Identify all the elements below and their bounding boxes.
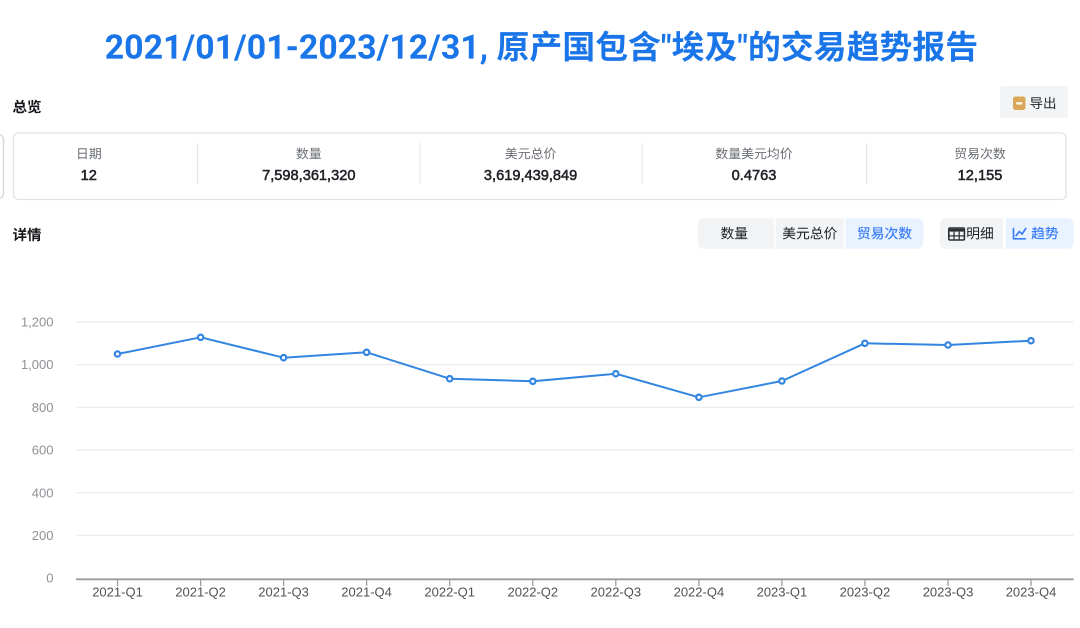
svg-text:2023-Q4: 2023-Q4 [1006, 585, 1057, 600]
svg-text:2021-Q4: 2021-Q4 [341, 585, 392, 600]
svg-text:800: 800 [32, 400, 54, 415]
svg-text:2021-Q1: 2021-Q1 [92, 585, 143, 600]
svg-text:2023-Q2: 2023-Q2 [840, 585, 891, 600]
svg-text:1,000: 1,000 [21, 357, 54, 372]
svg-text:2021-Q3: 2021-Q3 [258, 585, 309, 600]
svg-text:0.4763: 0.4763 [732, 168, 777, 184]
svg-text:200: 200 [32, 528, 54, 543]
svg-text:2022-Q2: 2022-Q2 [508, 585, 559, 600]
svg-text:400: 400 [32, 485, 54, 500]
svg-text:12,155: 12,155 [958, 168, 1003, 184]
svg-text:2022-Q4: 2022-Q4 [674, 585, 725, 600]
svg-text:2023-Q3: 2023-Q3 [923, 585, 974, 600]
svg-text:2021-Q2: 2021-Q2 [175, 585, 226, 600]
svg-text:2022-Q1: 2022-Q1 [424, 585, 475, 600]
svg-text:12: 12 [81, 168, 97, 184]
svg-text:3,619,439,849: 3,619,439,849 [484, 168, 577, 184]
svg-text:1,200: 1,200 [21, 315, 54, 330]
svg-text:0: 0 [46, 571, 53, 586]
svg-text:7,598,361,320: 7,598,361,320 [262, 168, 355, 184]
svg-text:2022-Q3: 2022-Q3 [591, 585, 642, 600]
svg-text:2023-Q1: 2023-Q1 [757, 585, 808, 600]
svg-text:600: 600 [32, 443, 54, 458]
